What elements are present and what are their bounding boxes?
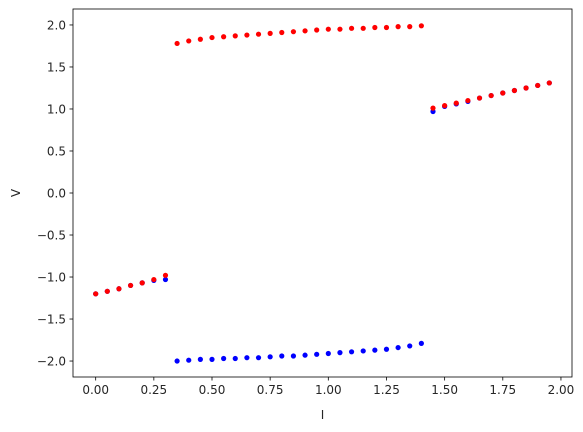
data-point — [221, 34, 227, 40]
data-point — [360, 348, 366, 354]
data-point — [383, 24, 390, 31]
data-point — [476, 95, 483, 101]
x-tick-label: 1.75 — [489, 383, 516, 397]
y-tick-label: −1.5 — [37, 312, 66, 326]
x-tick-label: 1.00 — [315, 383, 342, 397]
x-tick-label: 2.00 — [548, 383, 575, 397]
data-point — [314, 27, 320, 33]
x-axis-ticks: 0.00 0.25 0.50 0.75 1.00 1.25 1.50 1.75 2.00 — [82, 377, 574, 397]
data-point — [407, 343, 413, 349]
data-point — [325, 26, 331, 32]
data-point — [104, 288, 110, 294]
data-point — [360, 25, 366, 31]
data-point — [418, 23, 424, 29]
x-tick-label: 1.50 — [431, 383, 458, 397]
x-tick-label: 1.25 — [373, 383, 400, 397]
y-tick-label: 2.0 — [47, 18, 66, 32]
data-point — [337, 350, 343, 356]
data-point — [255, 31, 262, 37]
data-point — [407, 24, 413, 30]
plot-frame — [72, 8, 573, 378]
data-point — [453, 100, 459, 106]
plot-marks — [93, 23, 552, 364]
data-point — [325, 350, 331, 357]
data-point — [186, 357, 192, 363]
data-point — [209, 34, 215, 41]
y-axis-ticks: −2.0 −1.5 −1.0 −0.5 0.0 0.5 1.0 1.5 2.0 — [37, 18, 73, 368]
y-tick-label: −2.0 — [37, 354, 66, 368]
data-point — [302, 352, 308, 358]
data-point — [546, 80, 552, 86]
data-point — [372, 347, 378, 353]
y-tick-label: 1.0 — [47, 102, 66, 116]
data-point — [232, 355, 238, 362]
data-point — [348, 25, 355, 31]
data-point — [442, 103, 448, 109]
data-point — [197, 36, 203, 42]
data-point — [127, 282, 134, 289]
y-tick-label: −1.0 — [37, 270, 66, 284]
y-tick-label: 0.5 — [47, 144, 66, 158]
data-point — [465, 97, 471, 104]
data-point — [395, 24, 401, 30]
data-point — [255, 355, 262, 361]
x-tick-label: 0.50 — [199, 383, 226, 397]
data-point — [244, 355, 250, 361]
data-point — [232, 33, 238, 39]
data-point — [511, 87, 518, 94]
data-point — [174, 40, 180, 47]
data-point — [162, 272, 169, 278]
y-tick-label: 1.5 — [47, 60, 66, 74]
data-point — [197, 356, 203, 362]
data-point — [290, 29, 297, 35]
data-point — [395, 344, 401, 351]
data-point — [430, 105, 436, 111]
data-point — [290, 353, 297, 359]
data-point — [244, 32, 250, 38]
data-point — [314, 351, 320, 357]
x-tick-label: 0.75 — [257, 383, 284, 397]
data-point — [116, 286, 122, 292]
x-tick-label: 0.00 — [82, 383, 109, 397]
data-point — [151, 276, 157, 283]
data-point — [267, 354, 273, 360]
data-point — [500, 90, 506, 96]
data-point — [139, 280, 145, 286]
data-point — [348, 349, 355, 355]
y-axis-label: V — [9, 188, 23, 197]
data-point — [93, 291, 99, 297]
data-point — [337, 26, 343, 32]
x-tick-label: 0.25 — [140, 383, 167, 397]
data-point — [209, 356, 215, 362]
data-point — [372, 24, 378, 31]
data-point — [488, 92, 494, 99]
data-point — [418, 340, 424, 346]
data-point — [383, 346, 390, 352]
data-point — [186, 38, 192, 44]
data-point — [267, 30, 273, 36]
data-point — [302, 28, 308, 34]
y-tick-label: −0.5 — [37, 228, 66, 242]
data-point — [221, 355, 227, 362]
data-point — [174, 358, 180, 364]
data-point — [535, 82, 541, 89]
data-point — [523, 85, 529, 91]
data-point — [279, 353, 285, 359]
data-point — [162, 276, 169, 283]
series-1 — [93, 23, 552, 297]
x-axis-label: I — [321, 408, 325, 422]
y-tick-label: 0.0 — [47, 186, 66, 200]
series-0 — [93, 80, 552, 364]
data-point — [279, 29, 285, 36]
